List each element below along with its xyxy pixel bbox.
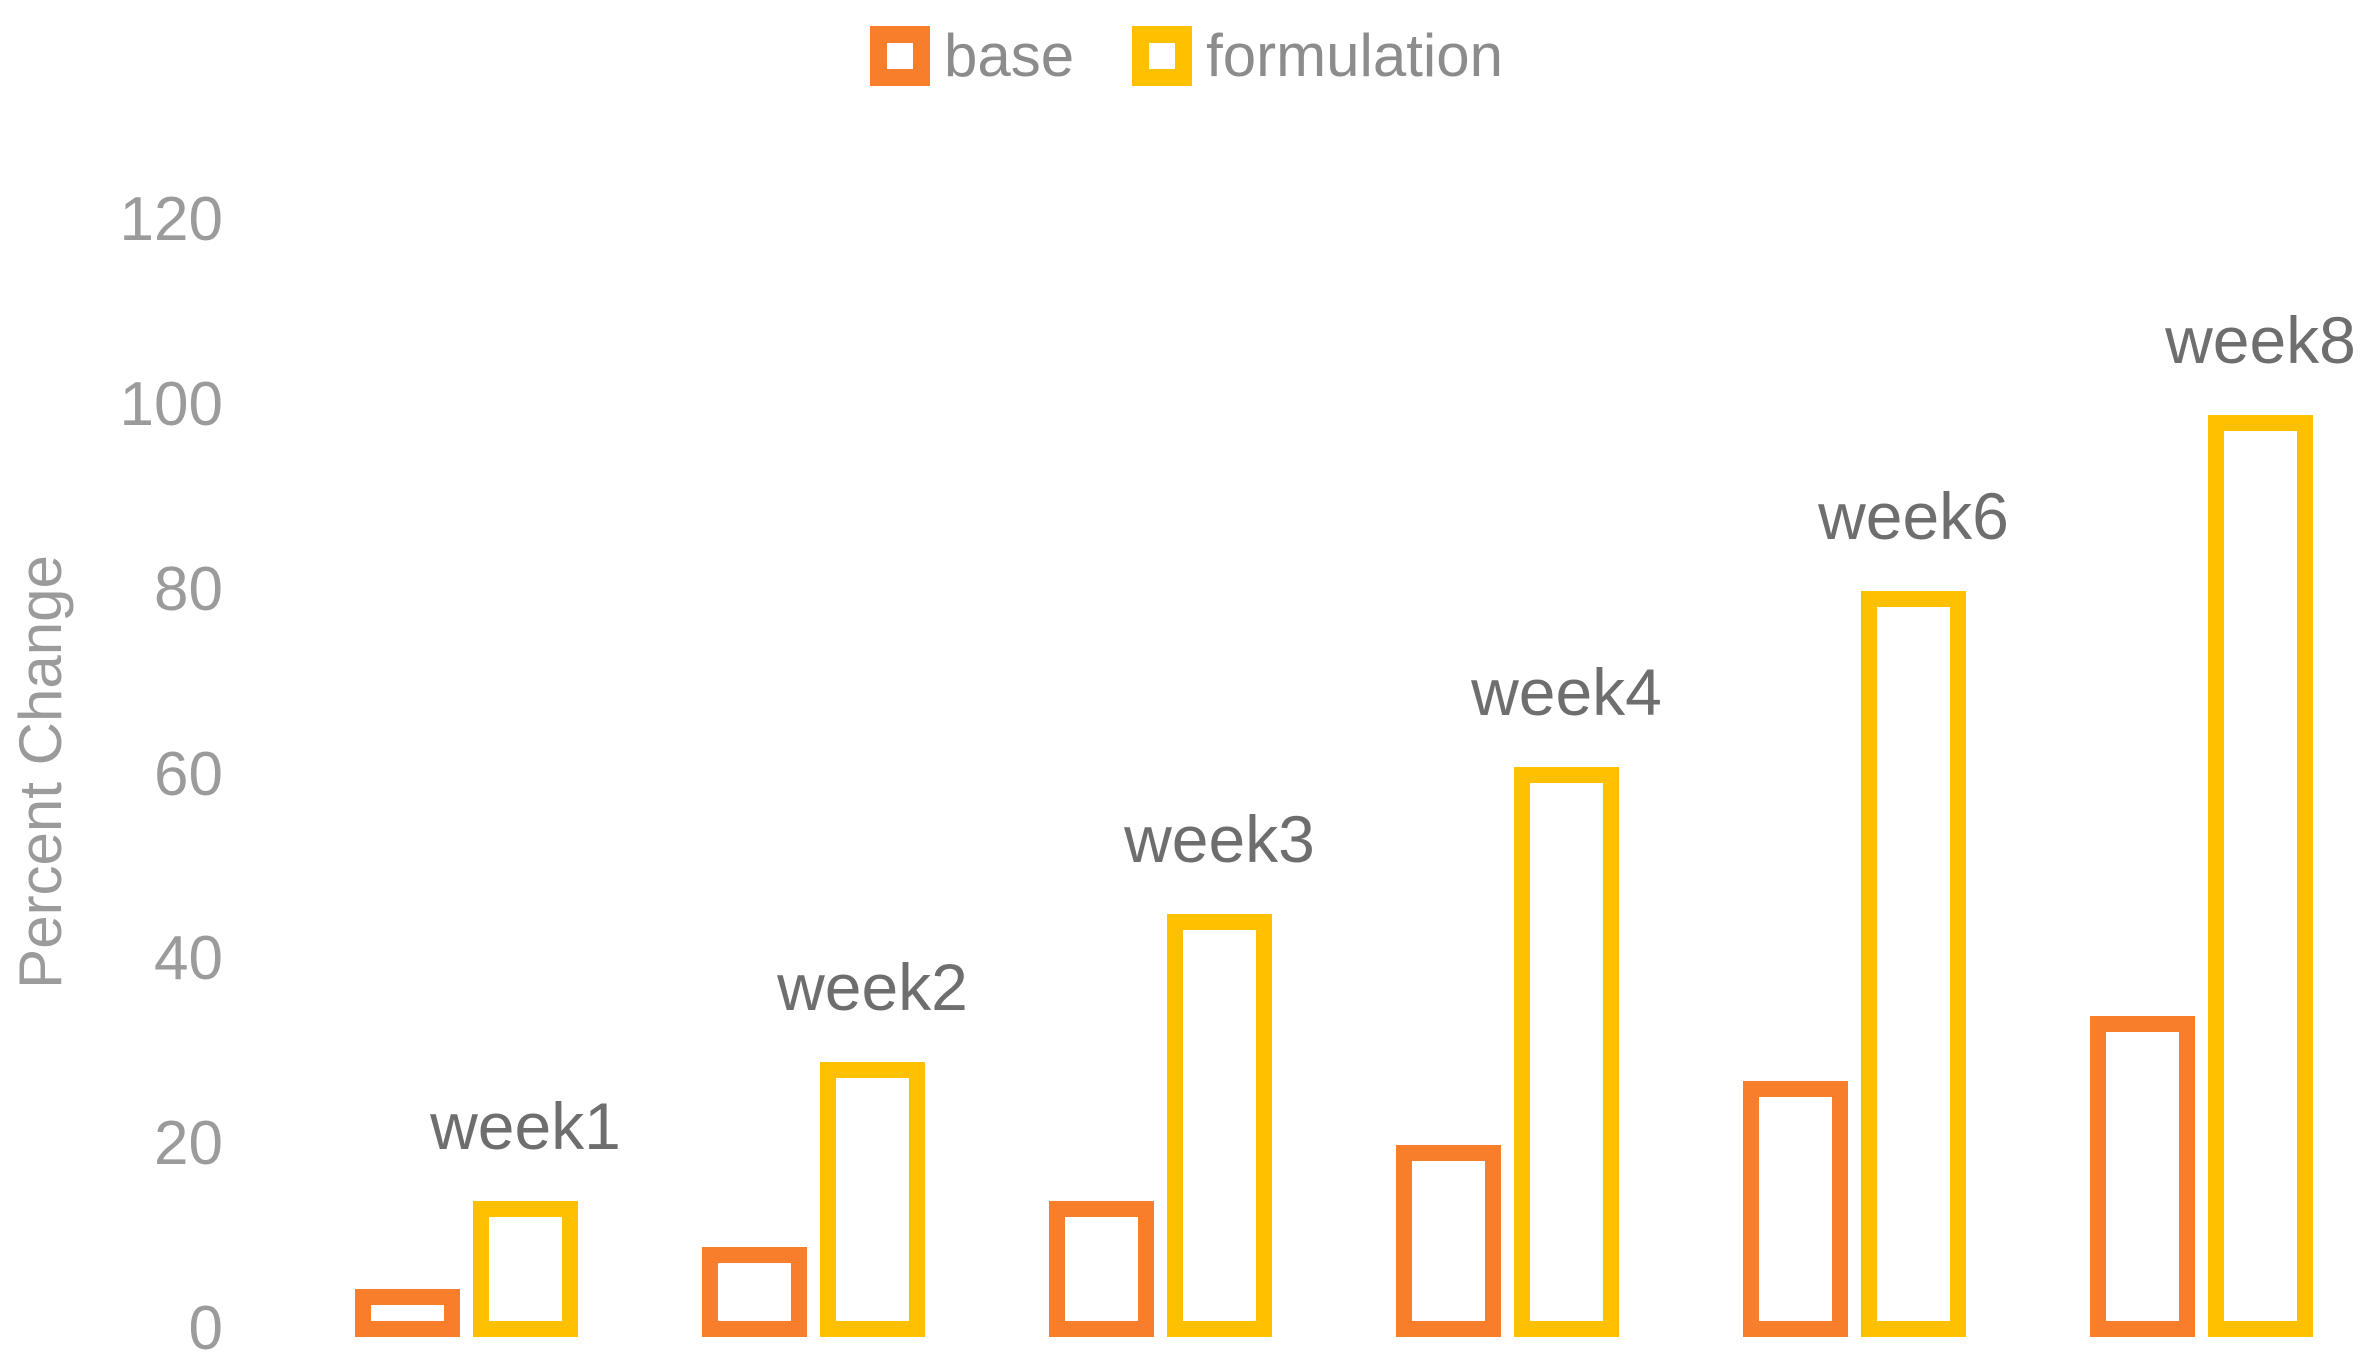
bar-base-week2: [702, 1247, 807, 1337]
bar-formulation-week2: [820, 1062, 925, 1337]
y-tick-label: 80: [154, 554, 223, 624]
legend-item-base: base: [870, 26, 1074, 86]
bar-base-week3: [1049, 1201, 1154, 1337]
bar-formulation-week8: [2208, 415, 2313, 1337]
y-tick-label: 0: [188, 1294, 223, 1363]
category-label-week1: week1: [430, 1088, 621, 1163]
legend: base formulation: [0, 26, 2373, 86]
bar-base-week6: [1743, 1081, 1848, 1337]
y-tick-label: 60: [154, 739, 223, 809]
y-tick-label: 40: [154, 924, 223, 994]
category-label-week8: week8: [2165, 303, 2356, 378]
y-tick-label: 100: [119, 370, 223, 439]
bar-formulation-week1: [473, 1201, 578, 1337]
legend-label-formulation: formulation: [1206, 22, 1503, 89]
bar-base-week8: [2090, 1016, 2195, 1337]
legend-item-formulation: formulation: [1132, 26, 1503, 86]
legend-swatch-formulation-icon: [1132, 26, 1193, 86]
legend-swatch-base-icon: [870, 26, 931, 86]
bar-formulation-week3: [1167, 914, 1272, 1337]
bar-base-week1: [355, 1289, 460, 1337]
category-label-week6: week6: [1818, 479, 2009, 554]
y-tick-label: 20: [154, 1109, 223, 1179]
category-label-week3: week3: [1124, 802, 1315, 877]
bar-base-week4: [1396, 1145, 1501, 1337]
legend-label-base: base: [944, 22, 1075, 89]
y-tick-label: 120: [119, 185, 223, 255]
category-label-week2: week2: [777, 950, 968, 1025]
category-label-week4: week4: [1471, 654, 1662, 729]
bar-formulation-week4: [1514, 767, 1619, 1337]
bar-formulation-week6: [1861, 591, 1966, 1337]
y-axis-tick-labels: 0 20 40 60 80 100 120: [0, 0, 223, 1370]
